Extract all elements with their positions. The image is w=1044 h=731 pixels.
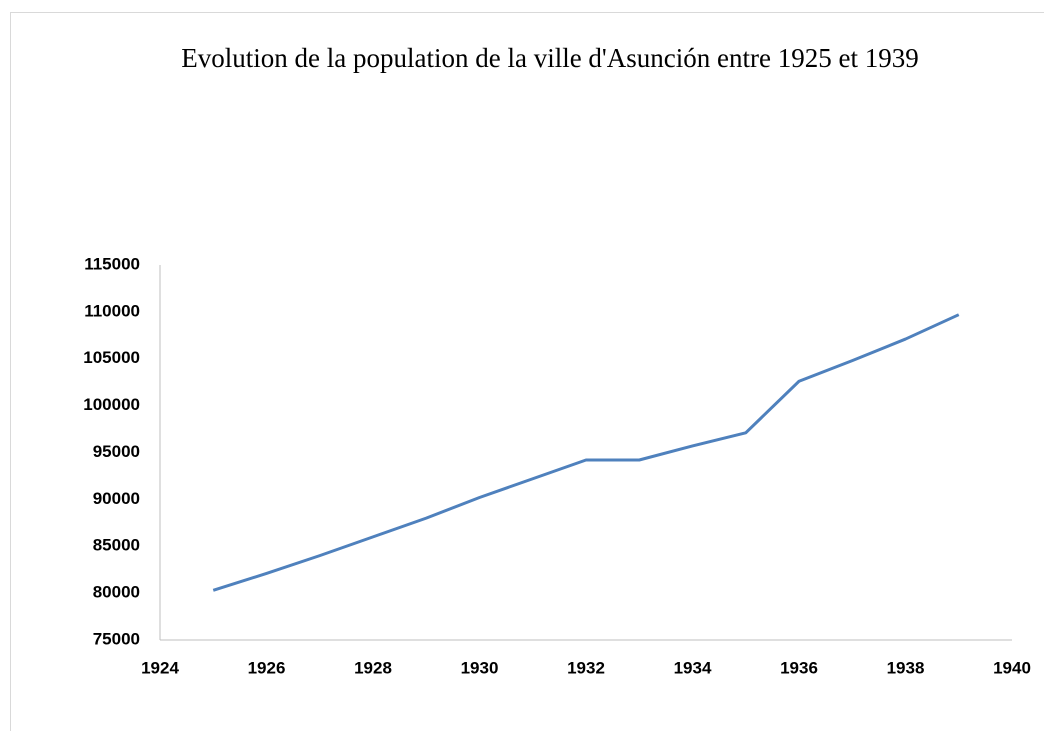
x-tick-label: 1934 (674, 658, 712, 677)
x-tick-label: 1932 (567, 658, 605, 677)
y-tick-label: 80000 (93, 583, 140, 602)
x-tick-label: 1928 (354, 658, 392, 677)
y-tick-label: 110000 (84, 301, 140, 320)
x-tick-label: 1930 (461, 658, 499, 677)
y-tick-label: 100000 (83, 395, 140, 414)
y-tick-label: 90000 (93, 489, 140, 508)
x-tick-label: 1938 (887, 658, 925, 677)
x-tick-label: 1940 (993, 658, 1031, 677)
chart-title: Evolution de la population de la ville d… (181, 43, 919, 73)
line (212, 313, 960, 592)
x-tick-label: 1924 (141, 658, 179, 677)
chart-frame (10, 12, 1044, 731)
y-tick-label: 95000 (93, 442, 140, 461)
x-tick-label: 1926 (248, 658, 286, 677)
y-tick-label: 75000 (93, 629, 140, 648)
y-tick-label: 115000 (84, 254, 140, 273)
y-tick-label: 85000 (93, 536, 140, 555)
x-tick-label: 1936 (780, 658, 818, 677)
y-tick-label: 105000 (83, 348, 140, 367)
